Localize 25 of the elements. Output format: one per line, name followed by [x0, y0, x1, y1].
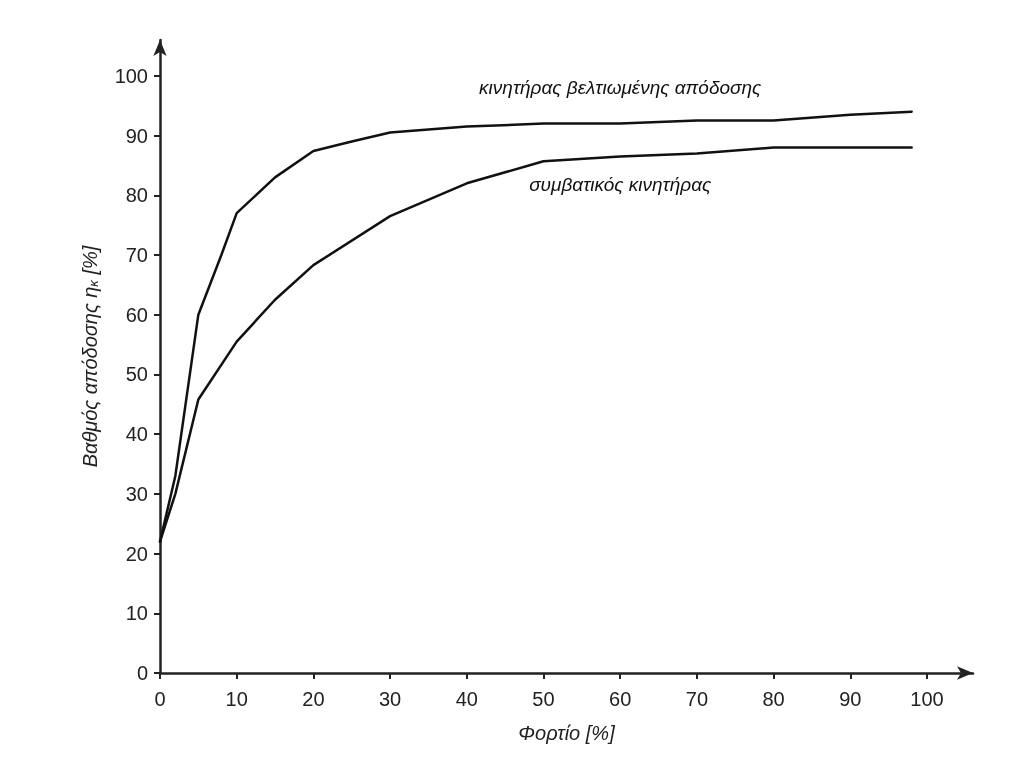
x-tick-label: 20: [302, 688, 325, 710]
y-tick-label: 10: [125, 602, 148, 625]
x-tick-label: 100: [910, 688, 944, 710]
x-tick-label: 50: [532, 688, 555, 710]
x-axis-title: Φορτίο [%]: [518, 722, 616, 744]
x-tick-label: 30: [378, 688, 402, 710]
series-label: συμβατικός κινητήρας: [529, 174, 712, 196]
x-tick-label: 40: [455, 688, 478, 710]
y-tick-label: 40: [125, 423, 148, 446]
series-label: κινητήρας βελτιωμένης απόδοσης: [479, 76, 763, 98]
y-tick-label: 100: [114, 64, 148, 87]
y-tick-label: 0: [136, 662, 148, 684]
x-tick-label: 60: [609, 688, 632, 710]
x-tick-label: 10: [225, 688, 248, 710]
y-tick-label: 80: [125, 184, 148, 207]
y-tick-label: 30: [125, 482, 148, 505]
y-tick-label: 90: [125, 124, 148, 147]
x-tick-label: 80: [762, 688, 785, 710]
x-tick-label: 0: [154, 688, 166, 710]
x-tick-label: 90: [839, 688, 862, 710]
y-tick-label: 70: [125, 243, 148, 266]
x-tick-label: 70: [685, 688, 709, 710]
y-tick-label: 50: [125, 363, 148, 386]
y-tick-label: 60: [125, 303, 148, 326]
y-tick-label: 20: [125, 542, 148, 565]
